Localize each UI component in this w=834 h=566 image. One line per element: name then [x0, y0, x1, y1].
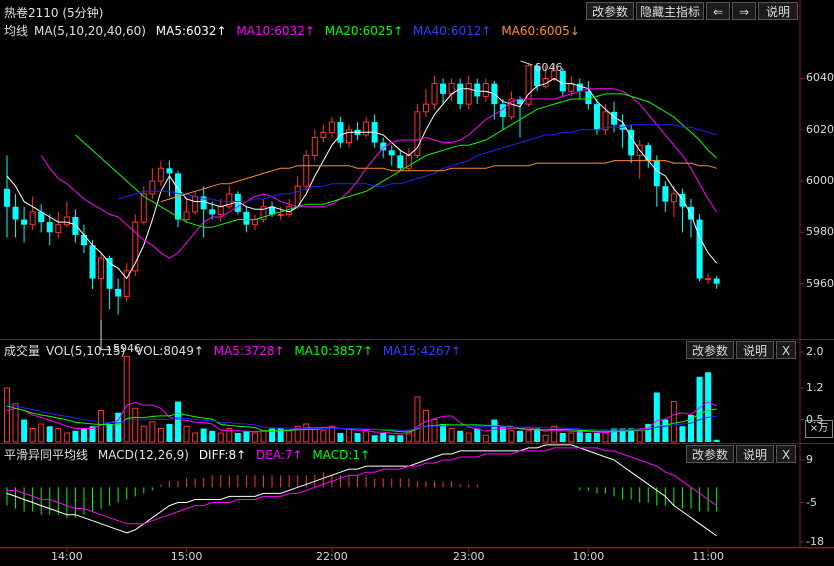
macd-legend: 平滑异同平均线 MACD(12,26,9) DIFF:8↑ DEA:7↑ MAC…: [4, 446, 376, 463]
legend-vol-ma15: MA15:4267↑: [382, 344, 462, 358]
macd-change-params-button[interactable]: 改参数: [686, 445, 734, 463]
legend-vol-ma10: MA10:3857↑: [294, 344, 373, 358]
macd-close-button[interactable]: X: [776, 445, 796, 463]
help-button[interactable]: 说明: [758, 2, 798, 20]
x-tick-label: 15:00: [170, 550, 203, 563]
macd-tick-label: -18: [806, 534, 824, 548]
x-tick-label: 10:00: [572, 550, 605, 563]
price-tick-label: 6020: [806, 122, 834, 136]
legend-ma-name: 均线: [4, 24, 29, 38]
scroll-left-button[interactable]: ⇐: [706, 2, 730, 20]
change-params-button[interactable]: 改参数: [586, 2, 634, 20]
price-tick-label: 6000: [806, 174, 834, 188]
hide-main-indicator-button[interactable]: 隐藏主指标: [636, 2, 704, 20]
x-tick-label: 22:00: [316, 550, 348, 563]
volume-close-button[interactable]: X: [776, 341, 796, 359]
volume-help-button[interactable]: 说明: [736, 341, 774, 359]
legend-ma40: MA40:6012↑: [413, 24, 492, 38]
legend-macd-dea: DEA:7↑: [256, 448, 303, 462]
volume-unit-label[interactable]: ×万: [805, 420, 833, 438]
x-tick-label: 14:00: [50, 550, 83, 563]
low-price-label: 5946: [113, 341, 142, 355]
legend-ma60: MA60:6005↓: [501, 24, 580, 38]
legend-macd-params: MACD(12,26,9): [97, 448, 189, 462]
x-tick-label: 23:00: [452, 550, 485, 563]
volume-legend: 成交量 VOL(5,10,15) VOL:8049↑ MA5:3728↑ MA10…: [4, 342, 467, 359]
chart-title: 热卷2110 (5分钟): [4, 6, 104, 20]
legend-macd-value: MACD:1↑: [312, 448, 371, 462]
volume-tick-label: 0.5: [806, 412, 824, 426]
legend-macd-diff: DIFF:8↑: [198, 448, 247, 462]
legend-ma5: MA5:6032↑: [155, 24, 227, 38]
price-tick-label: 5980: [806, 225, 834, 239]
legend-vol-ma5: MA5:3728↑: [213, 344, 285, 358]
macd-tick-label: 9: [806, 453, 813, 467]
legend-vol-current: VOL:8049↑: [135, 344, 204, 358]
price-tick-label: 6040: [806, 71, 834, 85]
legend-ma-params: MA(5,10,20,40,60): [34, 24, 146, 38]
macd-tick-label: -5: [806, 495, 817, 509]
legend-vol-name: 成交量: [4, 344, 41, 358]
volume-change-params-button[interactable]: 改参数: [686, 341, 734, 359]
macd-help-button[interactable]: 说明: [736, 445, 774, 463]
x-tick-label: 11:00: [692, 550, 724, 563]
volume-tick-label: 1.2: [806, 381, 824, 394]
legend-ma20: MA20:6025↑: [324, 24, 404, 38]
price-tick-label: 5960: [806, 276, 834, 290]
scroll-right-button[interactable]: ⇒: [732, 2, 756, 20]
volume-panel: 成交量 VOL(5,10,15) VOL:8049↑ MA5:3728↑ MA10…: [0, 340, 834, 444]
legend-macd-name: 平滑异同平均线: [4, 448, 89, 462]
high-price-label: 6046: [534, 61, 563, 75]
price-panel: 热卷2110 (5分钟) 改参数 隐藏主指标 ⇐ ⇒ 说明 均线 MA(5,10,…: [0, 2, 834, 340]
legend-ma10: MA10:6032↑: [236, 24, 315, 38]
volume-tick-label: 2.0: [806, 345, 824, 358]
macd-panel: 平滑异同平均线 MACD(12,26,9) DIFF:8↑ DEA:7↑ MAC…: [0, 444, 834, 548]
price-legend: 均线 MA(5,10,20,40,60) MA5:6032↑ MA10:6032↑…: [4, 22, 586, 39]
